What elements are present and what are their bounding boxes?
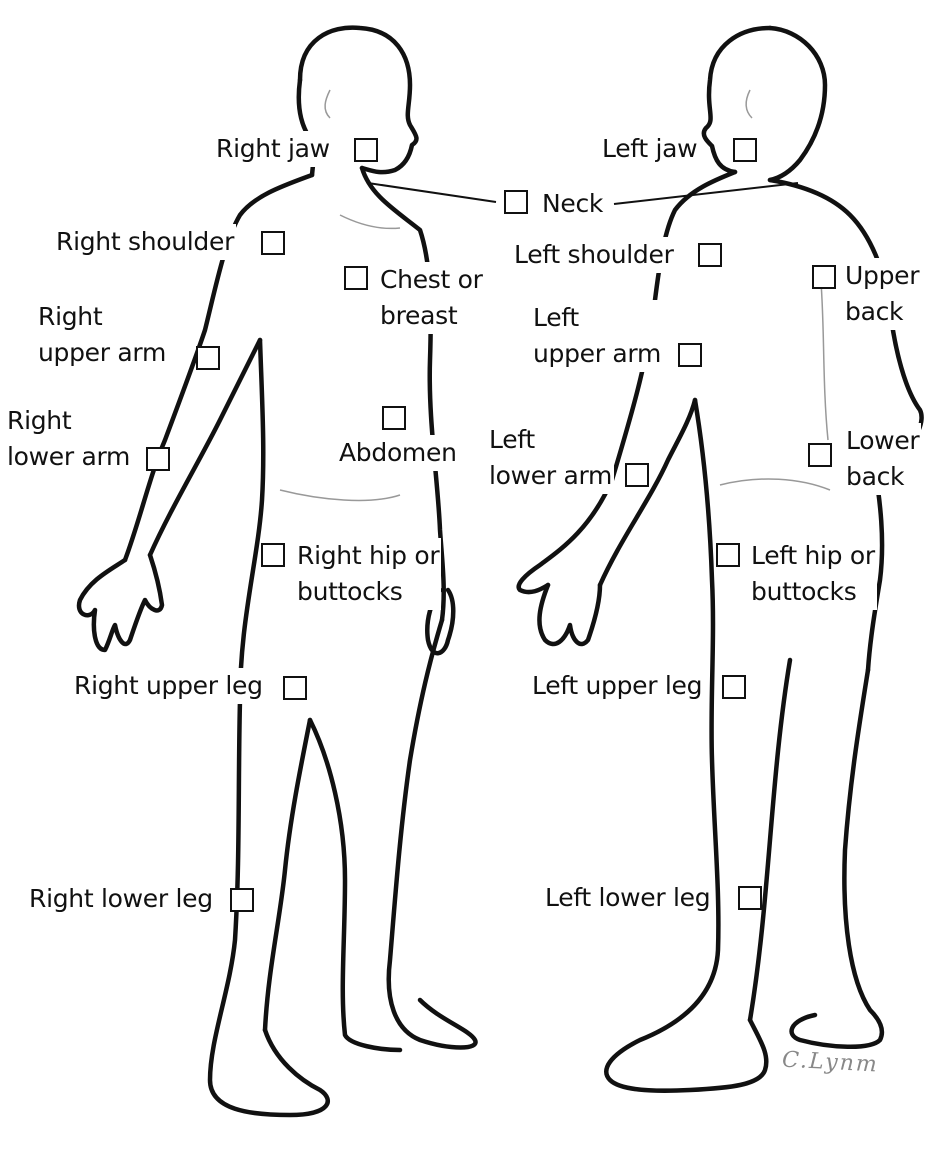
label-right-lower-leg: Right lower leg xyxy=(27,881,215,917)
neck-pointer-front xyxy=(367,182,497,203)
label-left-hip-line1: Left hip or xyxy=(751,541,875,570)
label-left-upper-arm: Left upper arm xyxy=(531,300,664,372)
label-right-hip-line2: buttocks xyxy=(297,577,403,606)
label-right-hip-line1: Right hip or xyxy=(297,541,440,570)
label-neck: Neck xyxy=(540,186,606,222)
checkbox-right-lower-leg[interactable] xyxy=(230,888,254,912)
label-right-upper-arm: Right upper arm xyxy=(36,299,169,371)
label-left-upper-leg: Left upper leg xyxy=(530,668,705,704)
back-figure-outline xyxy=(516,25,924,1093)
checkbox-left-upper-arm[interactable] xyxy=(678,343,702,367)
checkbox-right-jaw[interactable] xyxy=(354,138,378,162)
neck-pointer-back xyxy=(613,182,799,205)
label-upper-back: Upper back xyxy=(843,258,922,330)
checkbox-right-hip[interactable] xyxy=(261,543,285,567)
checkbox-upper-back[interactable] xyxy=(812,265,836,289)
label-lower-back-line2: back xyxy=(846,462,905,491)
checkbox-right-upper-arm[interactable] xyxy=(196,346,220,370)
front-figure-outline xyxy=(76,25,478,1118)
checkbox-left-shoulder[interactable] xyxy=(698,243,722,267)
checkbox-left-upper-leg[interactable] xyxy=(722,675,746,699)
label-right-lower-arm: Right lower arm xyxy=(5,403,133,475)
label-right-hip-or-buttocks: Right hip or buttocks xyxy=(295,538,442,610)
label-left-lower-arm-line2: lower arm xyxy=(489,461,613,490)
label-left-jaw: Left jaw xyxy=(600,131,700,167)
label-chest-line1: Chest or xyxy=(380,265,483,294)
label-left-upper-arm-line2: upper arm xyxy=(533,339,662,368)
label-right-lower-arm-line2: lower arm xyxy=(7,442,131,471)
label-right-jaw: Right jaw xyxy=(214,131,332,167)
checkbox-left-lower-arm[interactable] xyxy=(625,463,649,487)
checkbox-right-upper-leg[interactable] xyxy=(283,676,307,700)
checkbox-left-lower-leg[interactable] xyxy=(738,886,762,910)
label-upper-back-line1: Upper xyxy=(845,261,920,290)
checkbox-abdomen[interactable] xyxy=(382,406,406,430)
label-left-shoulder: Left shoulder xyxy=(512,237,676,273)
label-upper-back-line2: back xyxy=(845,297,904,326)
label-left-lower-arm: Left lower arm xyxy=(487,422,615,494)
checkbox-lower-back[interactable] xyxy=(808,443,832,467)
label-right-shoulder: Right shoulder xyxy=(54,224,237,260)
label-right-upper-leg: Right upper leg xyxy=(72,668,265,704)
checkbox-chest[interactable] xyxy=(344,266,368,290)
label-lower-back-line1: Lower xyxy=(846,426,920,455)
artist-signature: C.Lynm xyxy=(781,1047,880,1078)
checkbox-right-shoulder[interactable] xyxy=(261,231,285,255)
label-left-lower-arm-line1: Left xyxy=(489,425,535,454)
label-abdomen: Abdomen xyxy=(337,435,459,471)
label-chest-or-breast: Chest or breast xyxy=(378,262,485,334)
checkbox-right-lower-arm[interactable] xyxy=(146,447,170,471)
checkbox-left-hip[interactable] xyxy=(716,543,740,567)
label-left-hip-or-buttocks: Left hip or buttocks xyxy=(749,538,877,610)
label-right-upper-arm-line1: Right xyxy=(38,302,103,331)
label-left-lower-leg: Left lower leg xyxy=(543,880,713,916)
label-left-upper-arm-line1: Left xyxy=(533,303,579,332)
checkbox-left-jaw[interactable] xyxy=(733,138,757,162)
label-right-lower-arm-line1: Right xyxy=(7,406,72,435)
label-right-upper-arm-line2: upper arm xyxy=(38,338,167,367)
checkbox-neck[interactable] xyxy=(504,190,528,214)
label-left-hip-line2: buttocks xyxy=(751,577,857,606)
label-chest-line2: breast xyxy=(380,301,458,330)
label-lower-back: Lower back xyxy=(844,423,922,495)
